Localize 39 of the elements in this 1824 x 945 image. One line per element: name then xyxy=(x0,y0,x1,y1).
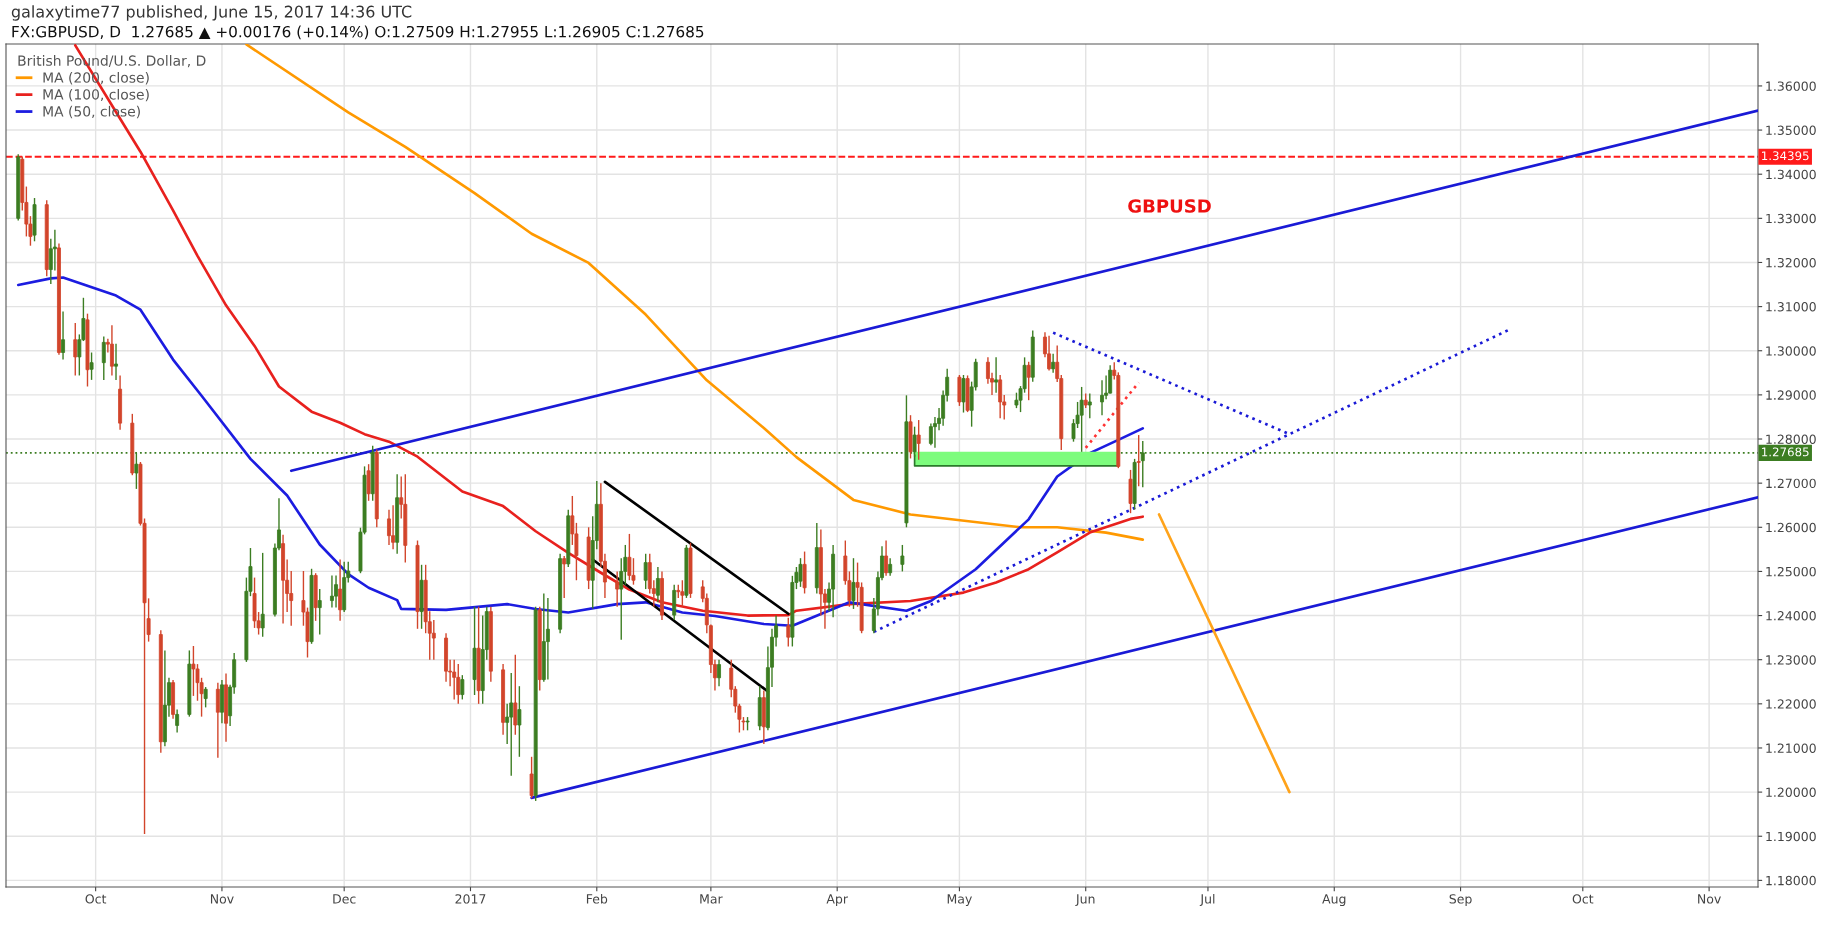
y-tick-label: 1.26000 xyxy=(1766,522,1816,533)
y-tick-label: 1.35000 xyxy=(1766,125,1816,135)
x-tick-label: Apr xyxy=(826,894,848,907)
x-tick-label: Feb xyxy=(586,893,608,904)
y-tick-label: 1.34000 xyxy=(1766,169,1816,180)
x-tick-label: Sep xyxy=(1449,894,1472,907)
x-tick-label: Nov xyxy=(1698,894,1721,904)
x-tick-label: 2017 xyxy=(455,894,486,904)
x-tick-label: Jul xyxy=(1199,893,1215,906)
legend-label: MA (100, close) xyxy=(43,88,149,102)
chart-title: galaxytime77 published, June 15, 2017 14:36 UTC xyxy=(11,5,412,21)
y-tick-label: 1.29000 xyxy=(1766,390,1816,400)
y-tick-label: 1.18000 xyxy=(1766,875,1816,886)
x-tick-label: May xyxy=(947,894,972,907)
ref-line-label: 1.34395 xyxy=(1762,151,1809,161)
y-tick-label: 1.36000 xyxy=(1766,81,1816,91)
y-tick-label: 1.30000 xyxy=(1766,346,1816,356)
y-tick-label: 1.23000 xyxy=(1766,655,1816,665)
ref-line-label: 1.27685 xyxy=(1762,447,1809,457)
x-tick-label: Nov xyxy=(210,894,234,904)
y-tick-label: 1.20000 xyxy=(1766,787,1816,798)
x-tick-label: Oct xyxy=(85,894,107,904)
x-tick-label: Oct xyxy=(1572,894,1594,904)
x-tick-label: Jun xyxy=(1075,894,1095,906)
x-tick-label: Aug xyxy=(1322,894,1346,907)
annotation: GBPUSD xyxy=(1128,199,1211,213)
y-tick-label: 1.21000 xyxy=(1766,743,1816,753)
y-tick-label: 1.25000 xyxy=(1766,566,1816,577)
y-tick-label: 1.22000 xyxy=(1766,699,1816,709)
y-tick-label: 1.33000 xyxy=(1766,213,1816,224)
y-tick-label: 1.24000 xyxy=(1766,611,1816,621)
y-tick-label: 1.27000 xyxy=(1766,478,1816,489)
y-tick-label: 1.19000 xyxy=(1766,831,1816,842)
chart-subtitle: FX:GBPUSD, D 1.27685 ▲ +0.00176 (+0.14%) O:1.27509 H:1.27955 L:1.26905 C:1.27685 xyxy=(12,25,704,40)
x-tick-label: Dec xyxy=(333,894,356,904)
x-tick-label: Mar xyxy=(700,894,723,904)
y-tick-label: 1.32000 xyxy=(1766,257,1816,268)
y-tick-label: 1.28000 xyxy=(1766,434,1816,444)
y-tick-label: 1.31000 xyxy=(1766,302,1816,312)
